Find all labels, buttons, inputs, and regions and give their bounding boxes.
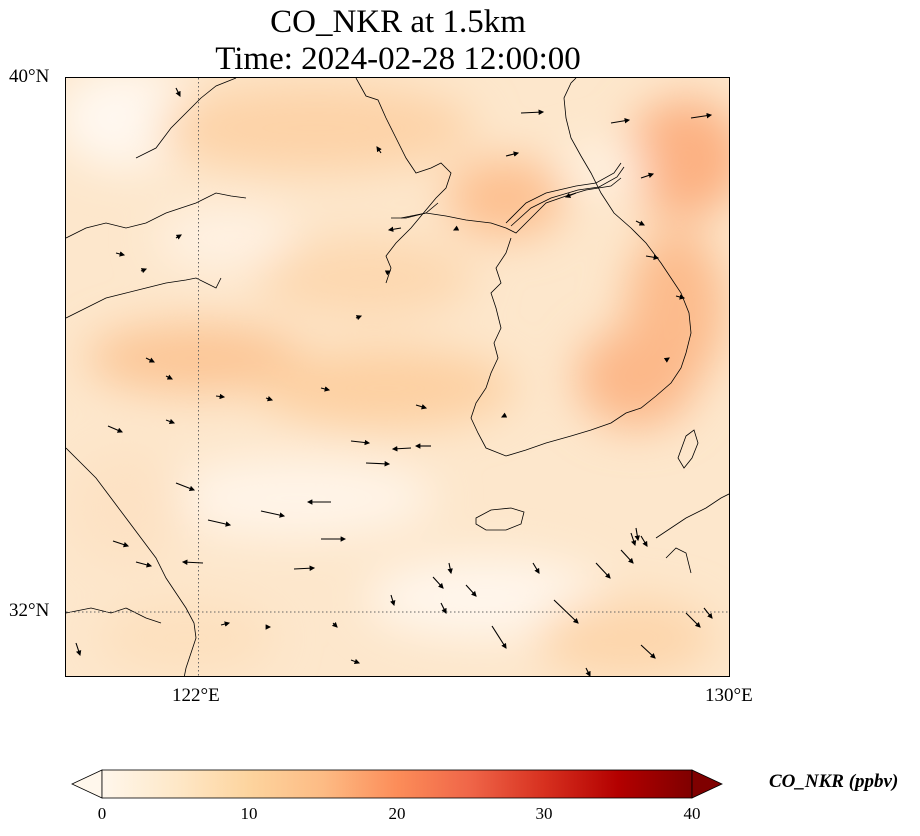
wind-arrow <box>630 532 637 547</box>
wind-arrow <box>447 562 453 575</box>
wind-arrow <box>620 549 634 564</box>
coastline-north-korea-west <box>400 177 622 234</box>
coastline-liaodong <box>135 78 237 159</box>
coastline-tsushima <box>677 429 699 469</box>
wind-arrow <box>505 151 520 157</box>
wind-arrow <box>376 146 382 154</box>
wind-arrow <box>675 294 686 300</box>
wind-arrow <box>585 667 591 676</box>
coastline-korea-west <box>470 78 692 457</box>
wind-arrow <box>640 172 655 179</box>
wind-arrow <box>564 192 577 198</box>
gridlines <box>66 78 729 676</box>
wind-arrow <box>181 559 204 565</box>
colorbar-tick-0: 0 <box>97 804 107 823</box>
colorbar-tick-40: 40 <box>683 804 701 823</box>
wind-arrow <box>265 395 274 402</box>
wind-arrow <box>520 109 545 115</box>
wind-arrow <box>135 561 153 568</box>
wind-arrow <box>432 576 444 589</box>
colorbar-tick-20: 20 <box>388 804 406 823</box>
wind-arrow <box>703 607 713 619</box>
coastline-kyushu <box>655 493 729 574</box>
colorbar-extend-low <box>71 769 103 799</box>
wind-arrow <box>175 87 181 97</box>
wind-arrow <box>390 594 396 607</box>
coastline-shandong-north <box>66 192 247 239</box>
colorbar-tick-10: 10 <box>240 804 258 823</box>
wind-arrow <box>387 226 402 232</box>
wind-arrow <box>634 527 640 542</box>
concentration-field <box>66 78 729 676</box>
map-panel[interactable] <box>65 77 730 677</box>
wind-arrow <box>610 118 631 124</box>
wind-arrow <box>293 565 316 571</box>
wind-arrow <box>175 234 182 240</box>
wind-arrow <box>215 393 226 400</box>
coastlines <box>66 78 729 676</box>
chart-subtitle-time: Time: 2024-02-28 12:00:00 <box>215 41 581 77</box>
wind-arrow <box>384 270 391 276</box>
lon-label-130e: 130°E <box>705 685 753 706</box>
wind-vectors <box>75 87 713 676</box>
wind-arrow <box>685 612 701 628</box>
colorbar-extend-high <box>691 769 723 799</box>
wind-arrow <box>491 625 507 649</box>
wind-arrow <box>350 658 361 665</box>
coastline-liaodong-bay <box>391 202 439 219</box>
lat-label-40n: 40°N <box>9 66 50 87</box>
wind-arrow <box>75 642 82 657</box>
river-yalu <box>505 162 625 227</box>
wind-arrow <box>355 315 363 321</box>
wind-arrow <box>690 112 713 119</box>
wind-arrow <box>145 357 155 363</box>
colorbar-gradient <box>101 769 693 799</box>
wind-arrow <box>501 412 508 418</box>
wind-arrow <box>465 584 477 597</box>
wind-arrow <box>220 621 231 627</box>
wind-arrow <box>663 357 670 363</box>
yangtze-estuary <box>66 607 162 624</box>
wind-arrow <box>260 510 286 518</box>
colorbar <box>71 769 723 799</box>
wind-arrow <box>165 418 176 425</box>
wind-arrow <box>331 621 338 628</box>
wind-arrow <box>453 225 460 231</box>
colorbar-tick-30: 30 <box>535 804 553 823</box>
wind-arrow <box>350 439 371 446</box>
wind-arrow <box>175 482 196 491</box>
wind-arrow <box>553 599 579 624</box>
coastline-jeju <box>475 507 525 531</box>
wind-arrow <box>115 251 126 257</box>
wind-arrow <box>140 268 148 274</box>
coastline-bohai-north <box>355 78 452 284</box>
wind-arrow <box>165 374 173 380</box>
wind-arrow <box>635 220 645 226</box>
wind-arrow <box>112 540 130 548</box>
wind-arrow <box>415 404 428 410</box>
wind-arrow <box>595 562 611 579</box>
wind-arrow <box>645 254 660 260</box>
wind-arrow <box>440 602 447 614</box>
coastline-china-east <box>66 447 197 676</box>
wind-arrow <box>640 644 656 659</box>
chart-title: CO_NKR at 1.5km <box>270 4 526 40</box>
coastline-shandong-south <box>66 277 222 319</box>
lon-label-122e: 122°E <box>172 685 220 706</box>
wind-arrow <box>107 425 124 433</box>
colorbar-label: CO_NKR (ppbv) <box>769 771 899 792</box>
lat-label-32n: 32°N <box>9 600 50 621</box>
wind-arrow <box>365 461 391 467</box>
wind-arrow <box>391 446 412 452</box>
wind-arrow <box>320 386 331 392</box>
wind-arrow <box>207 519 232 527</box>
map-canvas <box>66 78 729 676</box>
wind-arrow <box>532 562 540 574</box>
wind-arrow <box>640 535 648 547</box>
